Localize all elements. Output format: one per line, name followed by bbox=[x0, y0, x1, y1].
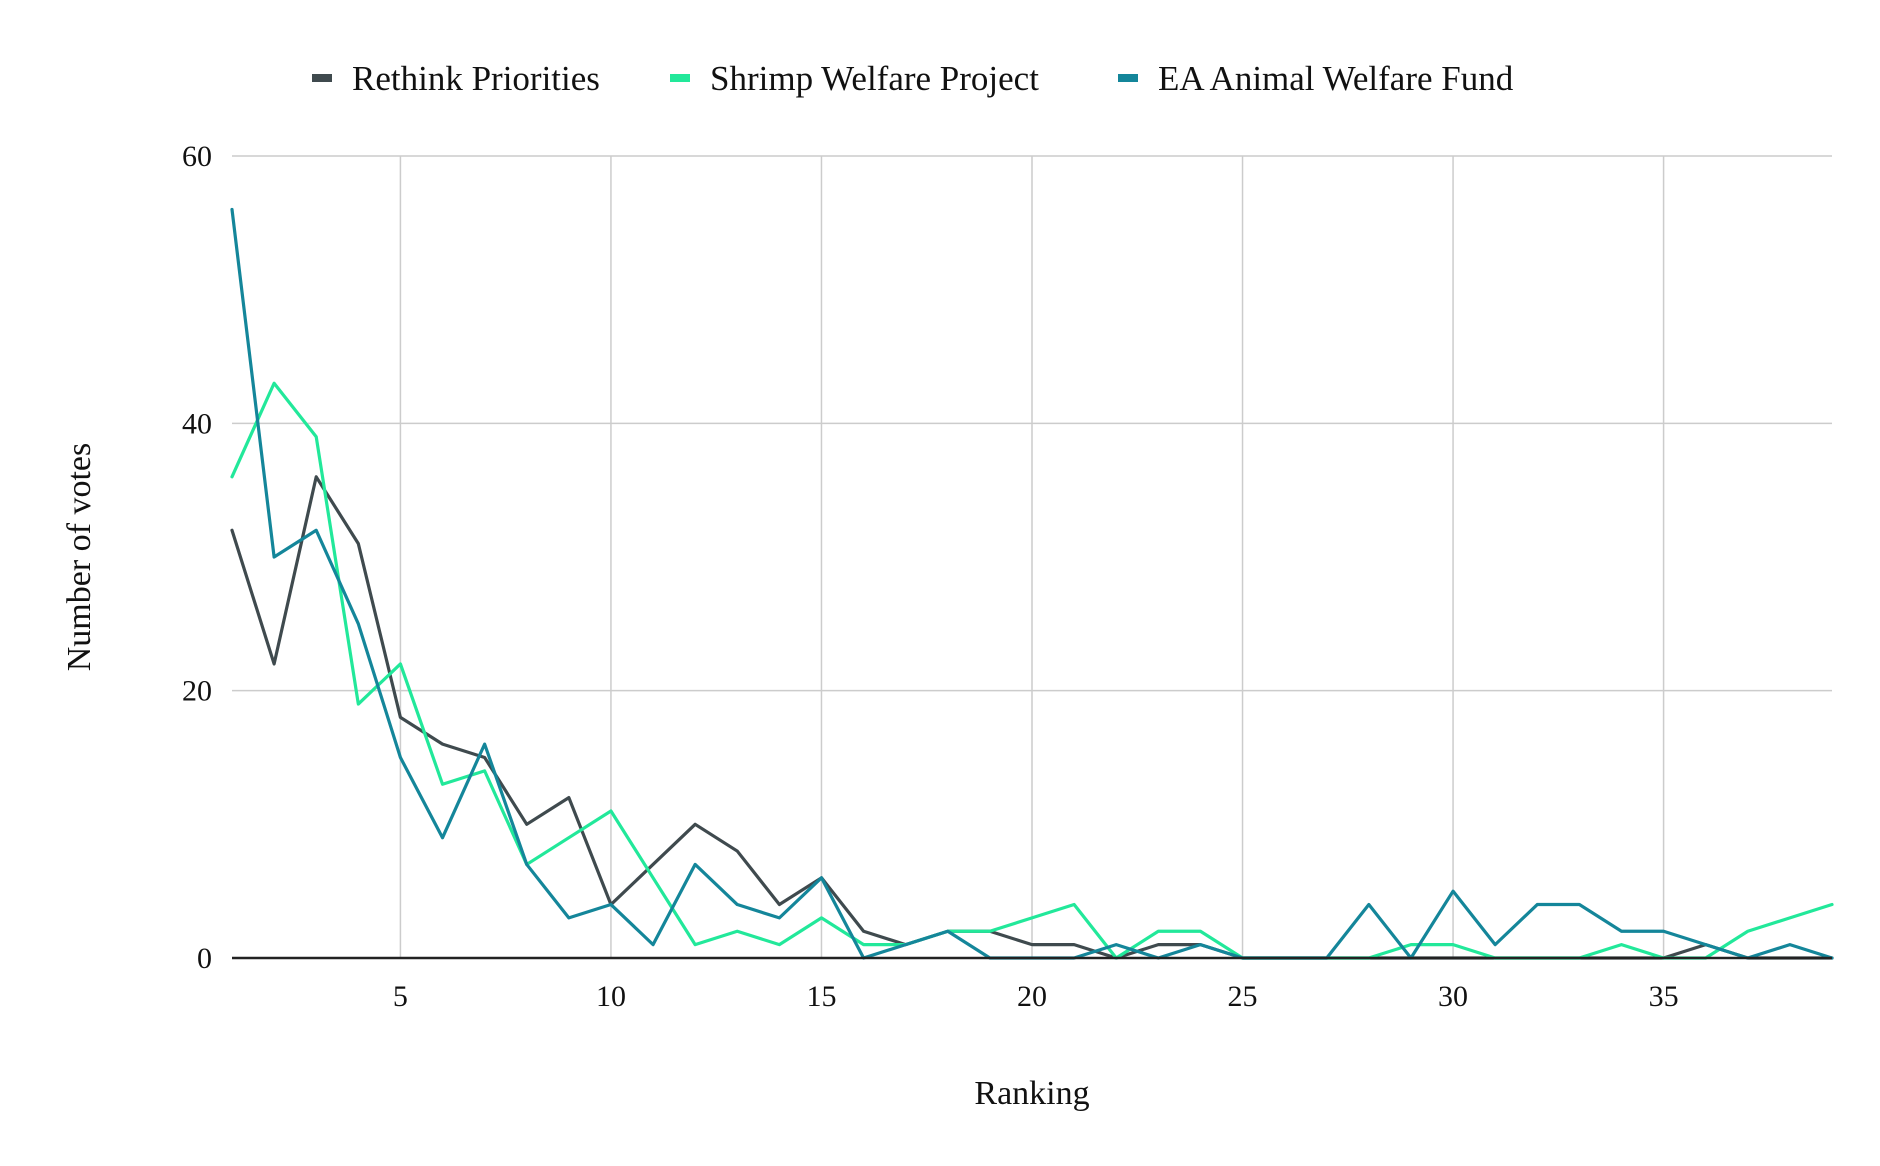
grid bbox=[232, 155, 1832, 958]
y-tick-label: 0 bbox=[197, 942, 212, 975]
y-tick-label: 40 bbox=[182, 407, 212, 440]
legend-label: Shrimp Welfare Project bbox=[710, 59, 1039, 98]
y-tick-label: 20 bbox=[182, 675, 212, 708]
x-axis-title: Ranking bbox=[974, 1075, 1089, 1112]
x-tick-label: 35 bbox=[1649, 980, 1679, 1013]
x-tick-label: 10 bbox=[596, 980, 626, 1013]
legend-swatch bbox=[670, 74, 690, 82]
legend-swatch bbox=[1118, 74, 1138, 82]
y-axis-ticks: 0 20 40 60 bbox=[182, 140, 212, 975]
x-tick-label: 20 bbox=[1017, 980, 1047, 1013]
x-axis-ticks: 5 10 15 20 25 30 35 bbox=[393, 980, 1679, 1013]
y-axis-title: Number of votes bbox=[61, 443, 98, 672]
legend: Rethink Priorities Shrimp Welfare Project… bbox=[312, 59, 1514, 98]
legend-swatch bbox=[312, 74, 332, 82]
x-tick-label: 5 bbox=[393, 980, 408, 1013]
legend-label: Rethink Priorities bbox=[352, 59, 600, 98]
x-tick-label: 15 bbox=[806, 980, 836, 1013]
y-tick-label: 60 bbox=[182, 140, 212, 173]
x-tick-label: 25 bbox=[1228, 980, 1258, 1013]
legend-label: EA Animal Welfare Fund bbox=[1158, 59, 1514, 98]
x-tick-label: 30 bbox=[1438, 980, 1468, 1013]
